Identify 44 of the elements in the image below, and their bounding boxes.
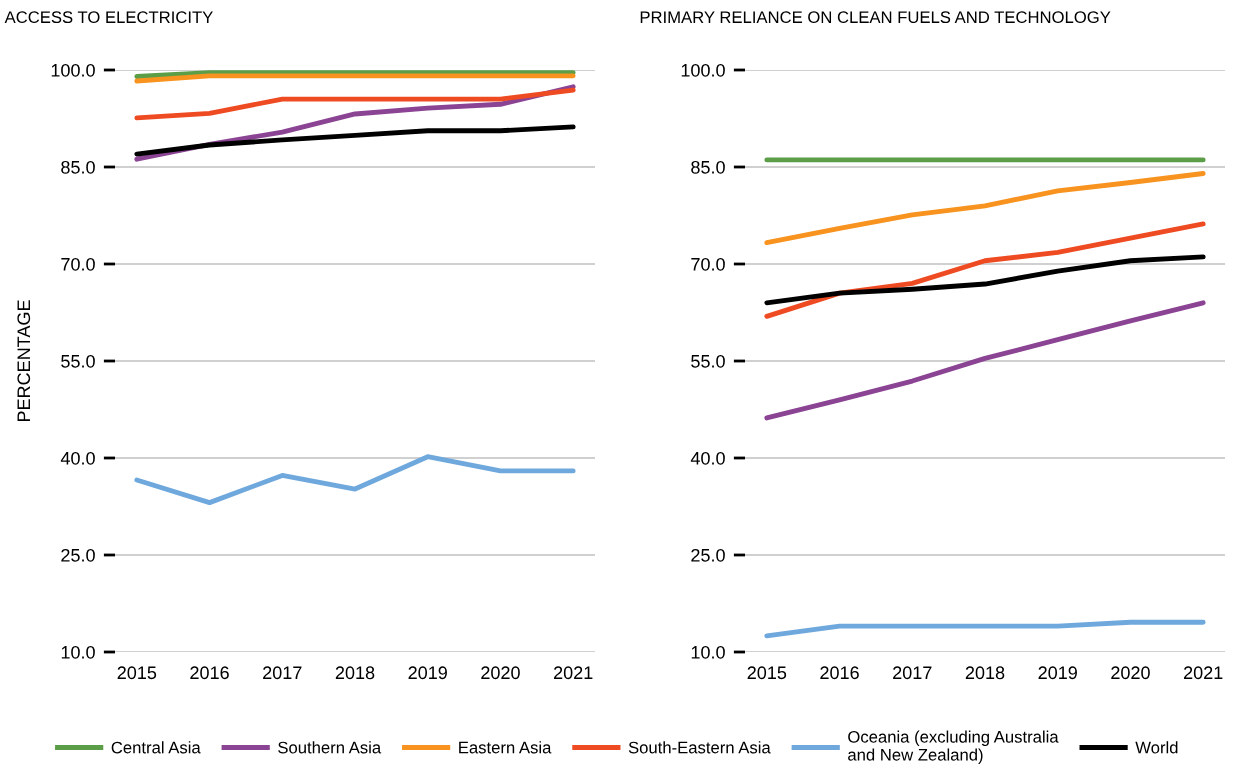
y-tick-label: 55.0 (691, 354, 725, 368)
x-tick-label: 2015 (117, 666, 157, 680)
legend-label: South-Eastern Asia (628, 741, 771, 754)
x-tick-label: 2017 (893, 666, 932, 680)
y-tick-label: 40.0 (60, 451, 95, 465)
legend-label: Southern Asia (278, 741, 382, 754)
chart-title: ACCESS TO ELECTRICITY (4, 11, 213, 24)
legend-label: Eastern Asia (459, 741, 552, 754)
line-series (134, 454, 576, 506)
y-tick-label: 100.0 (681, 63, 725, 77)
y-tick-label: 70.0 (61, 257, 95, 271)
line-series (134, 87, 576, 121)
y-axis-title: PERCENTAGE (17, 300, 31, 422)
chart-title: PRIMARY RELIANCE ON CLEAN FUELS AND TECHNOLOGY (640, 11, 1111, 24)
x-tick-label: 2021 (554, 666, 593, 680)
y-tick-label: 40.0 (690, 451, 725, 465)
y-tick-label: 70.0 (691, 257, 725, 271)
x-tick-label: 2018 (335, 666, 375, 680)
legend-label: Oceania (excluding Australia and New Zealand) (848, 730, 1059, 764)
y-tick-label: 85.0 (61, 160, 95, 174)
x-tick-label: 2021 (1184, 666, 1223, 680)
y-tick-label: 85.0 (691, 160, 725, 174)
x-tick-label: 2018 (965, 666, 1005, 680)
x-tick-label: 2016 (190, 666, 229, 680)
y-tick-label: 10.0 (691, 645, 725, 659)
y-tick-label: 25.0 (691, 548, 725, 562)
y-tick-label: 10.0 (61, 645, 95, 659)
line-series (764, 300, 1206, 421)
x-tick-label: 2019 (1038, 666, 1077, 680)
line-series (764, 171, 1206, 246)
x-tick-label: 2020 (1111, 666, 1150, 680)
y-tick-label: 25.0 (61, 548, 95, 562)
y-tick-label: 100.0 (51, 63, 95, 77)
line-series (134, 124, 576, 157)
x-tick-label: 2019 (408, 666, 447, 680)
x-tick-label: 2017 (263, 666, 302, 680)
y-tick-label: 55.0 (61, 354, 95, 368)
line-series (764, 221, 1206, 319)
legend-label: Central Asia (111, 741, 201, 754)
x-tick-label: 2016 (820, 666, 859, 680)
legend-label: World (1135, 741, 1178, 754)
x-tick-label: 2015 (747, 666, 787, 680)
x-tick-label: 2020 (481, 666, 520, 680)
line-series (764, 254, 1206, 306)
